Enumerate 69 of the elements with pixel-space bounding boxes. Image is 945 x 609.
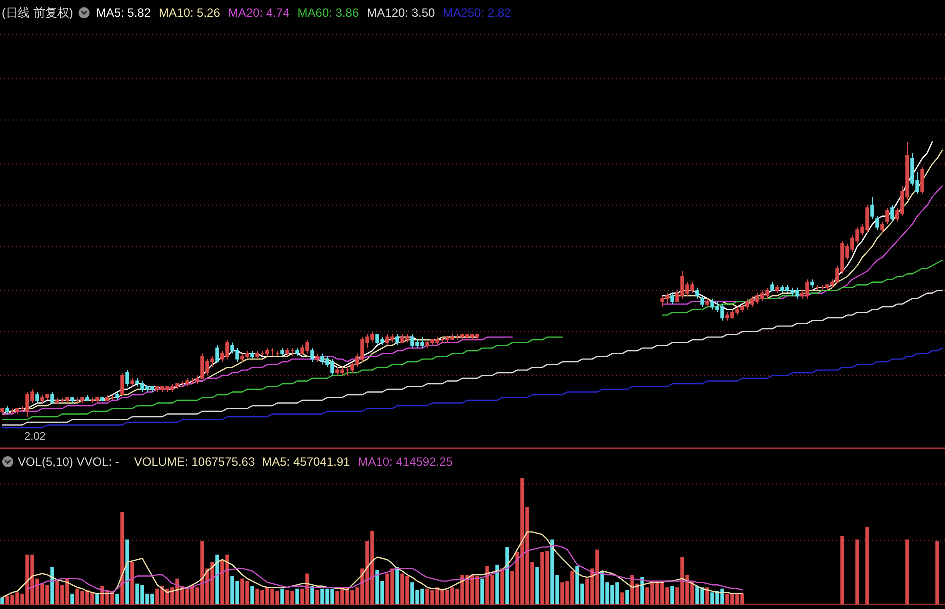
title: (日线 前复权) — [2, 6, 74, 20]
candlestick — [770, 282, 774, 292]
candlestick — [116, 392, 120, 402]
bar — [96, 594, 100, 604]
bar — [116, 594, 120, 604]
bar — [480, 578, 484, 604]
candlestick — [816, 284, 820, 292]
bar — [316, 590, 320, 604]
candlestick — [310, 348, 314, 363]
bar — [906, 540, 910, 604]
candlestick — [706, 298, 710, 308]
candlestick — [120, 372, 124, 396]
candlestick — [870, 196, 874, 220]
bar — [500, 568, 504, 604]
candlestick — [920, 166, 924, 195]
bar — [296, 588, 300, 604]
candlestick — [130, 378, 134, 388]
candlestick — [36, 392, 40, 404]
candlestick — [100, 397, 104, 402]
bar — [396, 567, 400, 604]
bar — [216, 554, 220, 604]
bar — [536, 567, 540, 604]
candlestick — [886, 208, 890, 226]
candlestick — [280, 348, 284, 358]
bar — [126, 540, 130, 604]
candlestick — [700, 296, 704, 308]
bar — [620, 592, 624, 604]
candlestick — [216, 345, 220, 363]
candlestick — [296, 348, 300, 358]
bar — [50, 567, 54, 604]
bar — [250, 586, 254, 604]
candlestick — [86, 394, 90, 402]
candlestick — [70, 397, 74, 404]
subtitle: VOLUME: 1067575.63 — [134, 455, 256, 469]
bar — [840, 536, 844, 604]
bar — [706, 588, 710, 604]
bar — [506, 547, 510, 604]
candlestick — [316, 353, 320, 363]
candlestick — [0, 408, 4, 415]
candlestick — [276, 350, 280, 358]
annotation: 2.02 — [24, 431, 46, 443]
bar — [310, 586, 314, 604]
bar — [0, 598, 4, 604]
candlestick — [876, 216, 880, 231]
candlestick — [880, 221, 884, 234]
bar — [496, 564, 500, 604]
bar — [130, 562, 134, 604]
bar — [670, 586, 674, 604]
bar — [936, 541, 940, 604]
bar — [640, 578, 644, 604]
candlestick — [126, 370, 130, 388]
candlestick — [50, 392, 54, 404]
title: VOL(5,10) VVOL: - — [18, 455, 120, 469]
bar — [280, 588, 284, 604]
candlestick — [396, 334, 400, 346]
candlestick — [810, 279, 814, 288]
bar — [70, 594, 74, 604]
candlestick — [776, 284, 780, 294]
bar — [866, 527, 870, 604]
bar — [120, 512, 124, 604]
candlestick — [6, 406, 10, 415]
candlestick — [250, 350, 254, 360]
candlestick — [696, 287, 700, 300]
candlestick — [890, 204, 894, 222]
bar — [856, 540, 860, 604]
bar — [626, 590, 630, 604]
legend: MA5: 457041.91 MA10: 414592.25 — [262, 455, 453, 469]
legend: MA5: 5.82 MA10: 5.26 MA20: 4.74 MA60: 3.86 MA120: 3.50 MA250: 2.82 — [96, 6, 512, 20]
candlestick — [670, 292, 674, 305]
